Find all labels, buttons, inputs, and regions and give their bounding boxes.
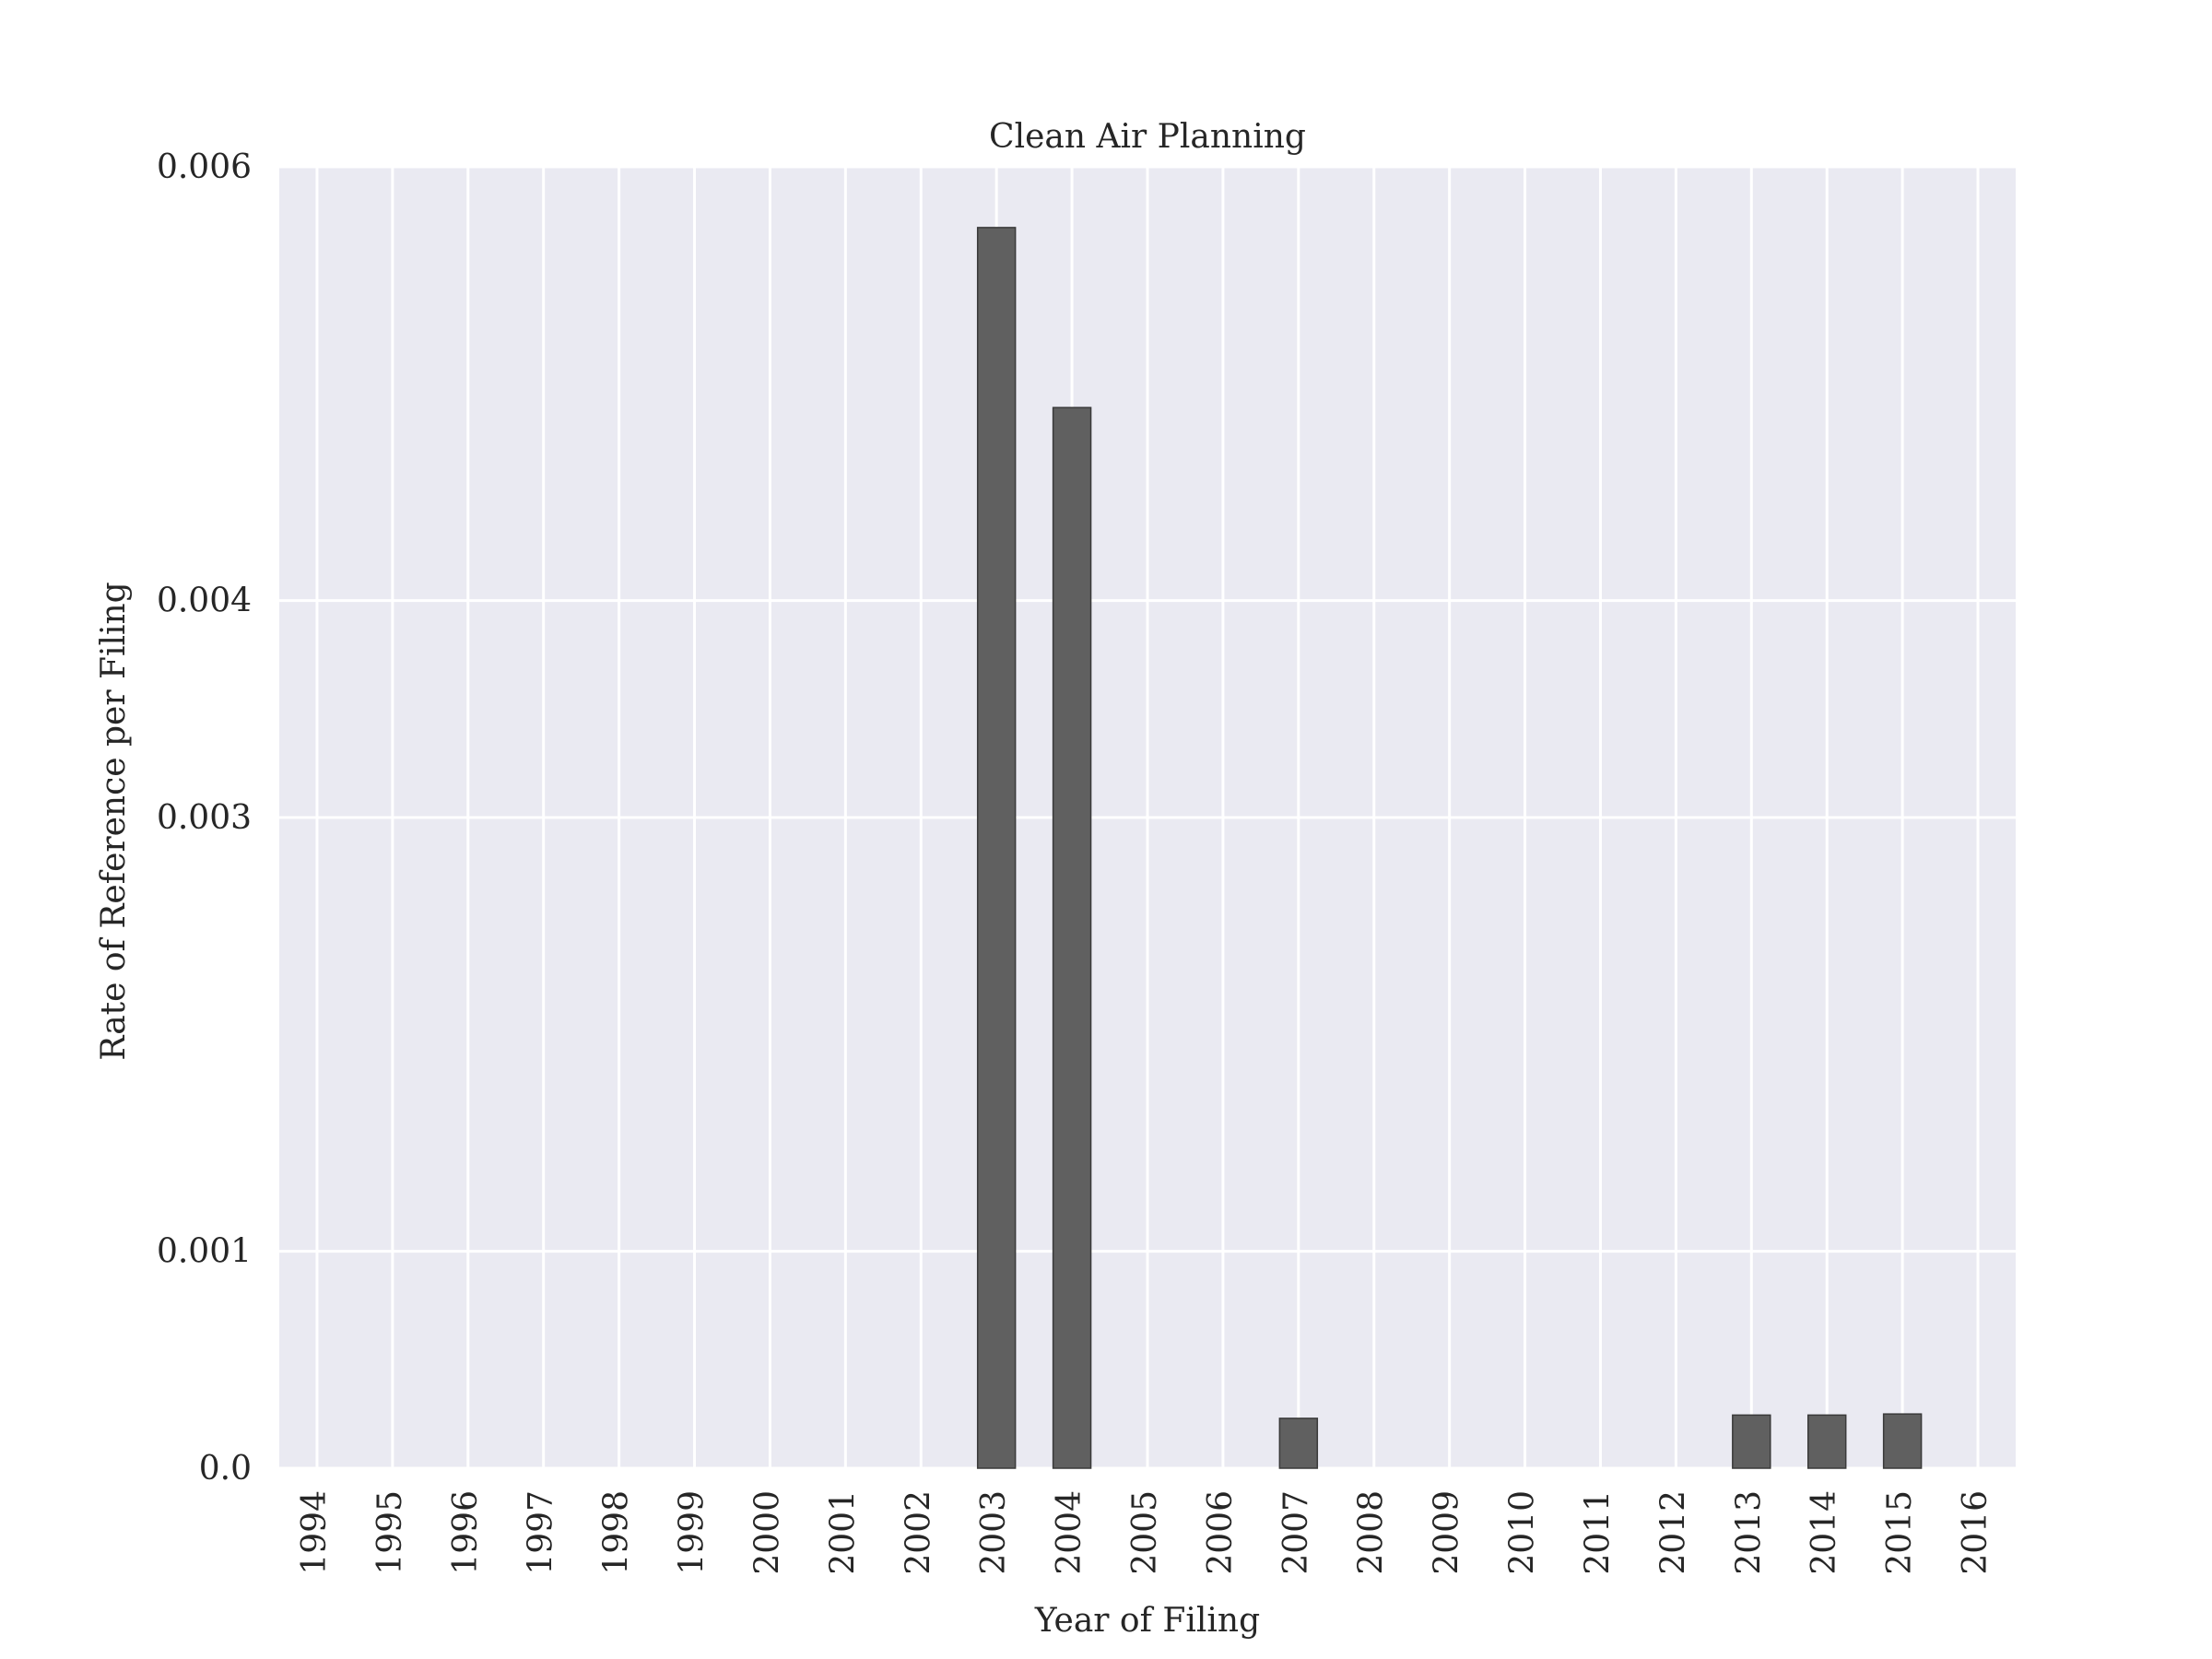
x-tick-label: 1994 <box>296 1490 334 1575</box>
x-axis-label: Year of Filing <box>1034 1602 1260 1640</box>
x-tick-label: 1997 <box>523 1490 560 1575</box>
y-axis-label: Rate of Reference per Filing <box>95 582 133 1060</box>
bar-2015 <box>1882 1413 1923 1469</box>
bars <box>976 227 1923 1469</box>
x-tick-label: 2002 <box>900 1490 937 1575</box>
bar-2014 <box>1806 1414 1847 1469</box>
x-tick-label: 2015 <box>1881 1490 1919 1575</box>
x-tick-label: 2014 <box>1806 1490 1843 1575</box>
x-tick-label: 1998 <box>598 1490 636 1575</box>
x-tick-label: 2010 <box>1504 1490 1542 1575</box>
x-tick-label: 2005 <box>1126 1490 1164 1575</box>
y-axis-ticks: 0.0 0.001 0.003 0.004 0.006 <box>157 148 252 1488</box>
y-tick-label: 0.003 <box>157 799 252 837</box>
x-tick-label: 2016 <box>1957 1490 1994 1575</box>
y-tick-label: 0.0 <box>199 1450 252 1488</box>
x-tick-label: 2006 <box>1202 1490 1240 1575</box>
x-tick-label: 2011 <box>1579 1490 1617 1575</box>
bar-2007 <box>1278 1418 1319 1469</box>
x-axis-ticks: 1994 1995 1996 1997 1998 1999 2000 2001 2002 2003… <box>296 1490 1994 1575</box>
chart-title: Clean Air Planning <box>989 118 1306 156</box>
x-tick-label: 2013 <box>1730 1490 1768 1575</box>
y-tick-label: 0.001 <box>157 1233 252 1271</box>
bar-2003 <box>976 227 1017 1469</box>
bar-2013 <box>1732 1414 1771 1469</box>
bar-2004 <box>1052 406 1092 1469</box>
y-tick-label: 0.006 <box>157 148 252 186</box>
x-tick-label: 2007 <box>1277 1490 1315 1575</box>
x-tick-label: 1999 <box>674 1490 712 1575</box>
x-tick-label: 2008 <box>1353 1490 1391 1575</box>
x-tick-label: 2009 <box>1429 1490 1466 1575</box>
x-tick-label: 1995 <box>371 1490 409 1575</box>
y-tick-label: 0.004 <box>157 582 252 620</box>
x-tick-label: 2000 <box>748 1490 786 1575</box>
x-tick-label: 2003 <box>975 1490 1013 1575</box>
x-tick-label: 2004 <box>1051 1490 1088 1575</box>
x-tick-label: 2012 <box>1654 1490 1692 1575</box>
x-tick-label: 1996 <box>447 1490 485 1575</box>
x-tick-label: 2001 <box>824 1490 862 1575</box>
